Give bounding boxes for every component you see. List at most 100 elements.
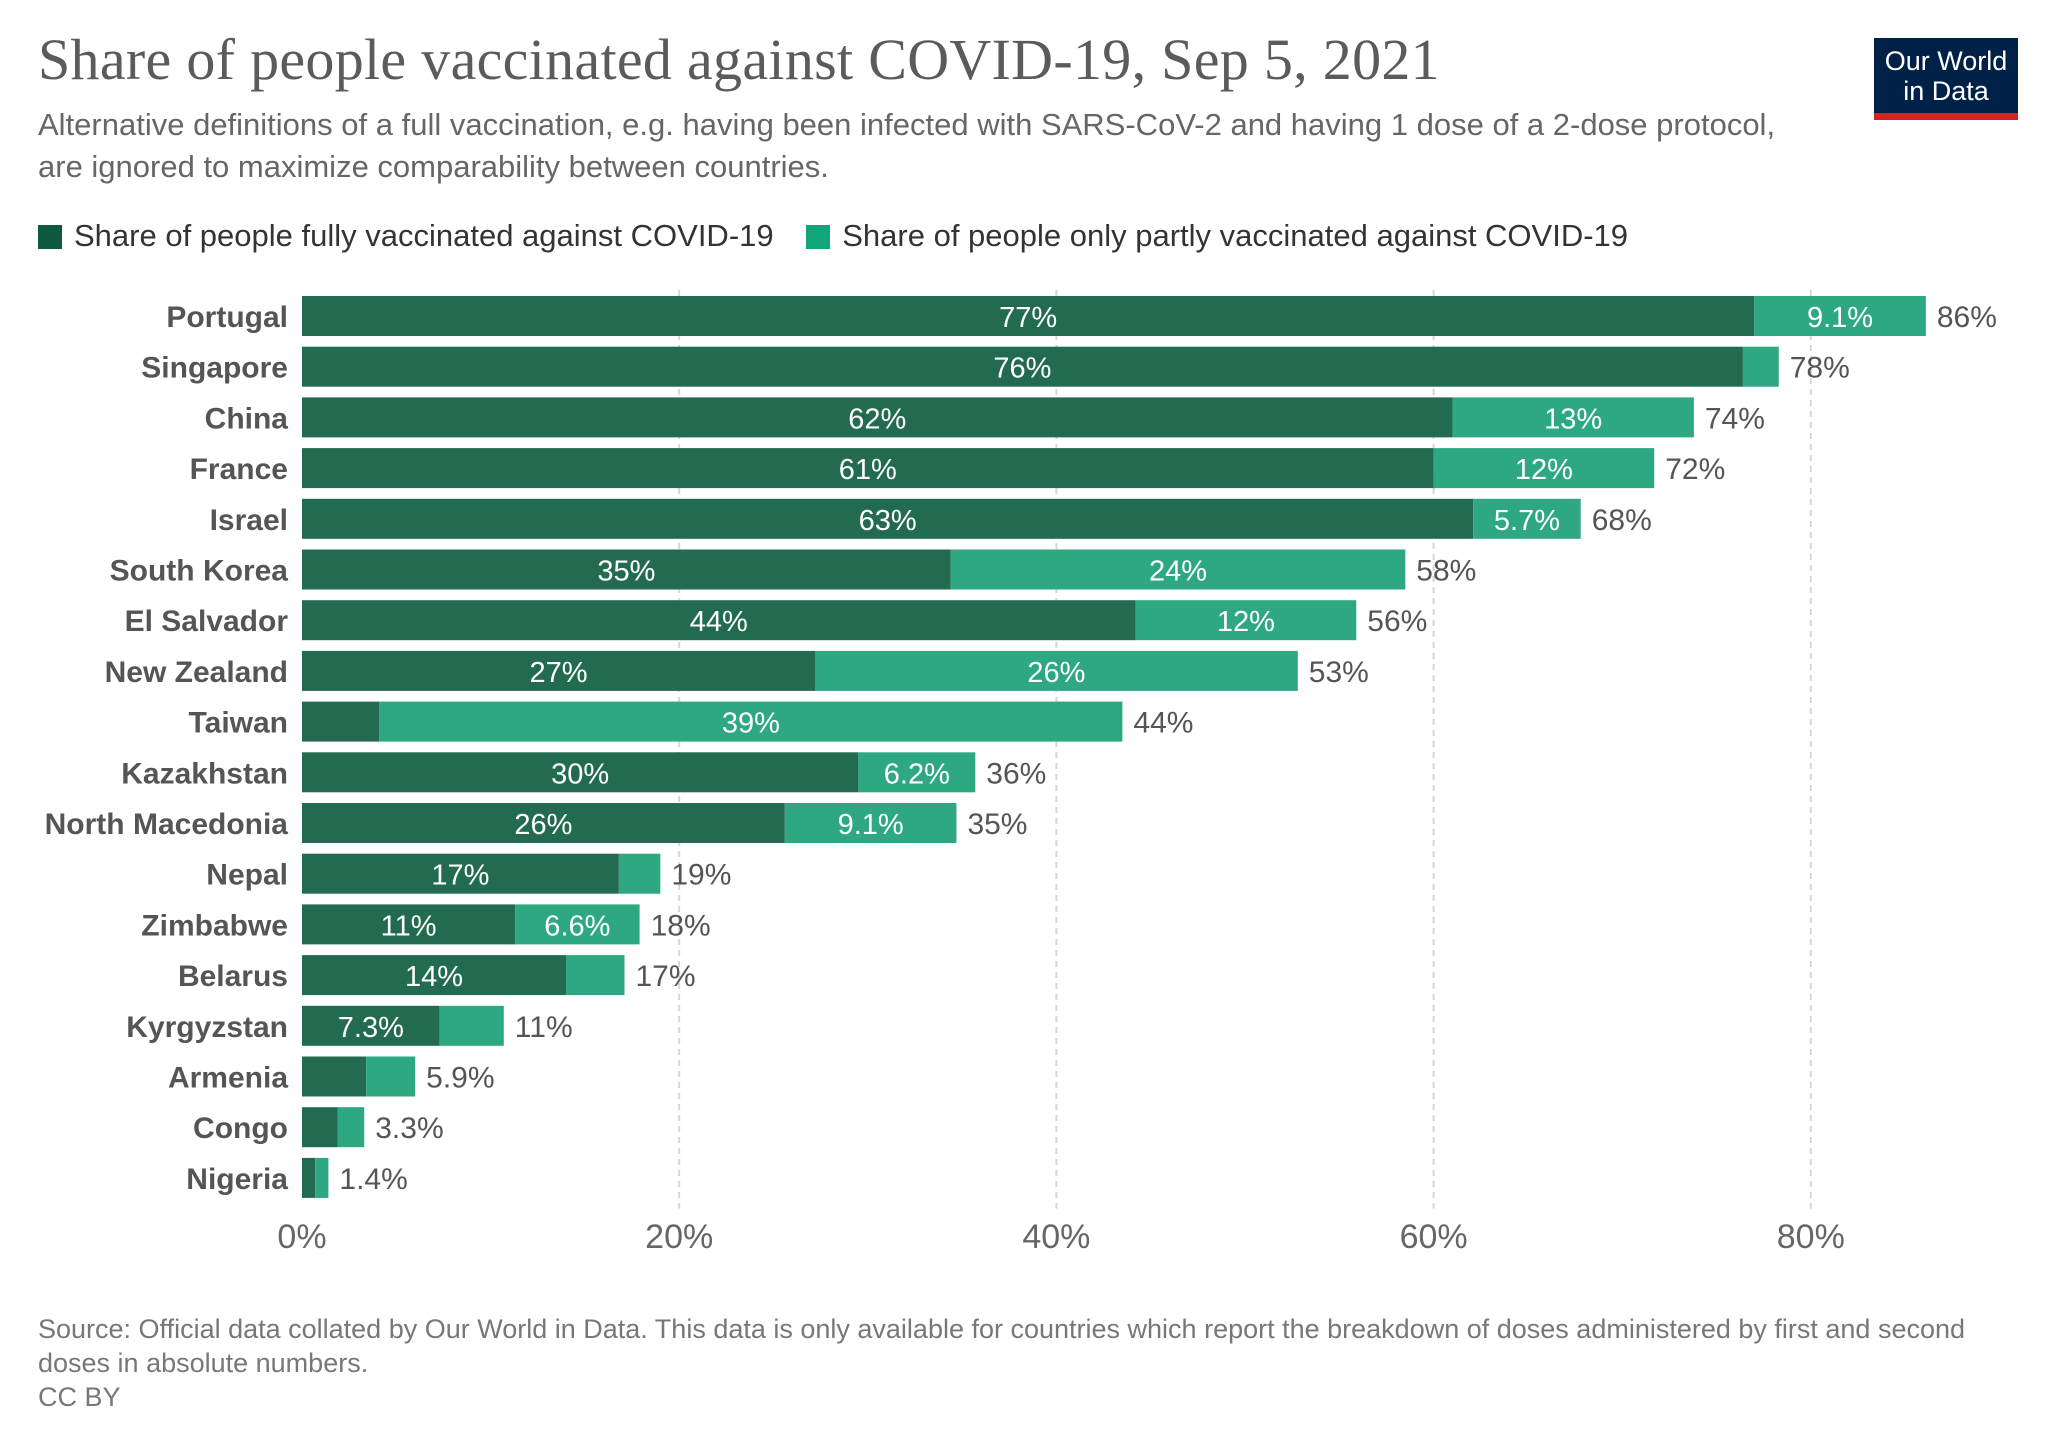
logo-accent-bar <box>1874 113 2018 120</box>
category-label: Zimbabwe <box>141 909 288 942</box>
bar-label-partly: 13% <box>1544 403 1602 435</box>
category-label: Congo <box>193 1112 288 1145</box>
chart-legend: Share of people fully vaccinated against… <box>38 218 1652 254</box>
bar-label-fully: 62% <box>848 403 906 435</box>
source-note: Source: Official data collated by Our Wo… <box>38 1314 1966 1378</box>
bar-partly <box>515 904 640 945</box>
category-label: Belarus <box>178 960 288 993</box>
bar-label-fully: 26% <box>514 809 572 841</box>
bar-fully <box>302 1056 367 1097</box>
bar-fully <box>302 346 1743 387</box>
bar-total-label: 35% <box>967 808 1027 841</box>
category-label: Singapore <box>141 352 288 385</box>
bar-partly <box>566 955 625 996</box>
bar-partly <box>337 1107 365 1148</box>
category-label: South Korea <box>110 555 289 588</box>
bar-partly <box>1452 397 1694 438</box>
bar-partly <box>1473 498 1581 539</box>
bar-fully <box>302 448 1434 489</box>
category-label: Israel <box>210 504 288 537</box>
bar-partly <box>379 701 1123 742</box>
bar-label-fully: 30% <box>551 758 609 790</box>
bar-total-label: 56% <box>1367 605 1427 638</box>
logo-line-1: Our World <box>1884 46 2008 76</box>
bar-total-label: 68% <box>1592 504 1652 537</box>
bar-total-label: 19% <box>671 859 731 892</box>
bar-total-label: 44% <box>1133 707 1193 740</box>
bar-fully <box>302 1157 316 1198</box>
bar-label-partly: 9.1% <box>1807 302 1873 334</box>
bar-label-partly: 24% <box>1149 556 1207 588</box>
bar-partly <box>1433 448 1655 489</box>
bar-fully <box>302 1005 440 1046</box>
bar-chart: 0% 20% 40% 60% 80% Portugal 77% 9.1% 86% Singapor… <box>45 290 1997 1256</box>
bar-total-label: 3.3% <box>375 1112 443 1145</box>
legend-item-partly[interactable]: Share of people only partly vaccinated a… <box>806 218 1628 254</box>
bar-fully <box>302 650 815 691</box>
bar-partly <box>950 549 1406 590</box>
x-tick-label: 20% <box>645 1218 713 1256</box>
bar-label-fully: 35% <box>597 556 655 588</box>
bar-fully <box>302 397 1453 438</box>
bar-fully <box>302 600 1136 641</box>
legend-label-fully: Share of people fully vaccinated against… <box>74 218 774 253</box>
owid-logo[interactable]: Our World in Data <box>1874 38 2018 120</box>
bar-total-label: 36% <box>986 757 1046 790</box>
bar-label-fully: 63% <box>859 505 917 537</box>
bar-label-partly: 12% <box>1515 454 1573 486</box>
bar-fully <box>302 904 516 945</box>
bar-label-fully: 17% <box>431 860 489 892</box>
legend-swatch-partly <box>806 225 831 249</box>
bar-label-fully: 44% <box>690 606 748 638</box>
bar-fully <box>302 549 951 590</box>
category-label: China <box>205 402 289 435</box>
x-tick-label: 0% <box>277 1218 326 1256</box>
bar-partly <box>858 752 976 793</box>
bar-label-fully: 27% <box>529 657 587 689</box>
bar-partly <box>784 803 957 843</box>
bar-label-partly: 9.1% <box>838 809 904 841</box>
bar-fully <box>302 701 380 742</box>
chart-title: Share of people vaccinated against COVID… <box>38 27 1440 92</box>
category-label: Nigeria <box>186 1163 288 1196</box>
bar-label-partly: 26% <box>1027 657 1085 689</box>
license-link[interactable]: CC BY <box>38 1382 121 1412</box>
bar-total-label: 72% <box>1665 453 1725 486</box>
bar-total-label: 53% <box>1309 656 1369 689</box>
category-label: Kyrgyzstan <box>126 1011 288 1044</box>
bar-label-partly: 6.2% <box>884 758 950 790</box>
legend-item-fully[interactable]: Share of people fully vaccinated against… <box>38 218 774 254</box>
category-label: New Zealand <box>105 656 288 689</box>
bar-label-partly: 6.6% <box>544 910 610 942</box>
x-tick-label: 40% <box>1022 1218 1090 1256</box>
bar-label-partly: 39% <box>722 708 780 740</box>
legend-swatch-fully <box>38 225 62 249</box>
legend-label-partly: Share of people only partly vaccinated a… <box>842 218 1629 253</box>
bar-total-label: 18% <box>651 909 711 942</box>
category-label: Armenia <box>168 1062 288 1095</box>
bar-fully <box>302 853 619 894</box>
bar-fully <box>302 296 1755 336</box>
logo-line-2: in Data <box>1903 76 1989 106</box>
bar-fully <box>302 1107 338 1148</box>
bar-total-label: 58% <box>1416 555 1476 588</box>
bar-partly <box>1754 296 1926 336</box>
bar-label-fully: 77% <box>999 302 1057 334</box>
category-label: Kazakhstan <box>121 757 288 790</box>
bar-total-label: 11% <box>515 1011 573 1044</box>
bar-partly <box>618 853 661 894</box>
bar-total-label: 17% <box>636 960 696 993</box>
bar-fully <box>302 752 859 793</box>
bar-label-fully: 61% <box>839 454 897 486</box>
category-label: Portugal <box>166 301 288 334</box>
category-label: Nepal <box>206 859 288 892</box>
bar-fully <box>302 803 785 843</box>
x-tick-label: 60% <box>1400 1218 1468 1256</box>
category-label: France <box>190 453 288 486</box>
bar-label-partly: 12% <box>1217 606 1275 638</box>
bar-total-label: 5.9% <box>426 1062 494 1095</box>
bar-partly <box>814 650 1298 691</box>
bar-partly <box>315 1157 329 1198</box>
bar-label-fully: 11% <box>381 910 437 942</box>
category-label: Taiwan <box>189 707 288 740</box>
